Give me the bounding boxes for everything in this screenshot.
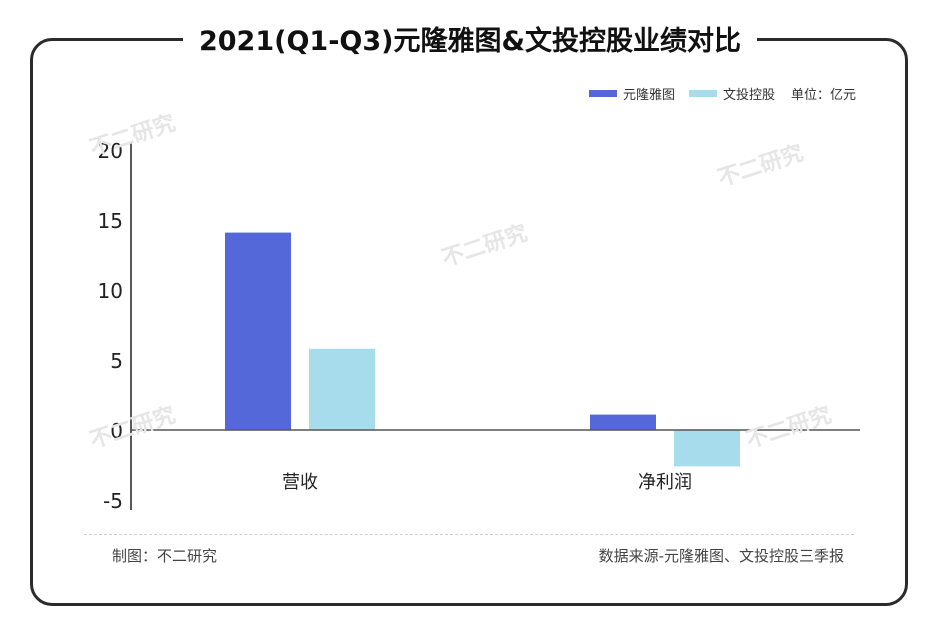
bar-2-1 xyxy=(309,348,375,430)
y-tick-label-3: 5 xyxy=(110,349,123,373)
legend-swatch-series-1 xyxy=(588,90,617,97)
legend-label-series-2: 文投控股 xyxy=(722,88,775,103)
bar-1-2 xyxy=(590,414,656,430)
footer-source: 数据来源-元隆雅图、文投控股三季报 xyxy=(598,547,844,565)
x-category-label-1: 营收 xyxy=(282,472,318,493)
y-tick-label-4: 0 xyxy=(110,419,123,443)
y-tick-label-0: 20 xyxy=(98,139,123,163)
y-tick-label-1: 15 xyxy=(98,209,123,233)
bar-2-2 xyxy=(674,430,740,467)
legend-item-series-1: 元隆雅图 xyxy=(588,84,675,103)
legend: 元隆雅图 文投控股 单位：亿元 xyxy=(575,84,856,103)
legend-label-series-1: 元隆雅图 xyxy=(622,88,675,103)
title-container: 2021(Q1-Q3)元隆雅图&文投控股业绩对比 xyxy=(0,22,940,62)
unit-label: 单位：亿元 xyxy=(790,88,856,103)
y-tick-label-5: -5 xyxy=(103,489,123,513)
footer-credit: 制图：不二研究 xyxy=(112,547,218,565)
legend-item-series-2: 文投控股 xyxy=(688,84,775,103)
legend-swatch-series-2 xyxy=(688,90,717,97)
bar-1-1 xyxy=(225,232,291,430)
x-category-label-2: 净利润 xyxy=(638,472,692,493)
y-tick-label-2: 10 xyxy=(98,279,123,303)
chart-title: 2021(Q1-Q3)元隆雅图&文投控股业绩对比 xyxy=(182,22,758,62)
footer-divider xyxy=(84,534,854,535)
